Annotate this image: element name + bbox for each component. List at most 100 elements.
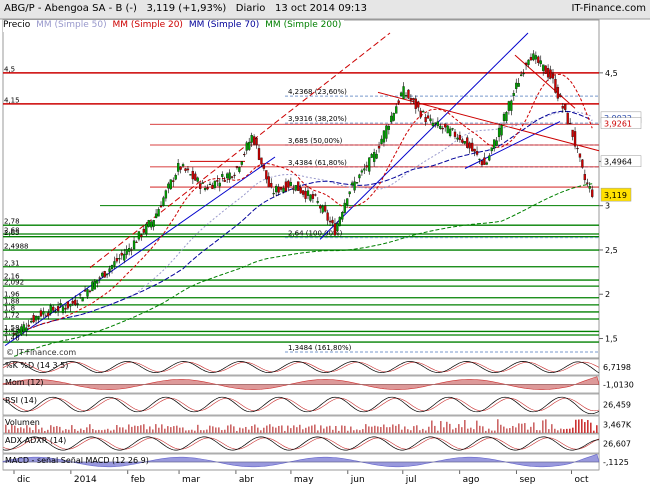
volume-bar (284, 430, 286, 433)
candle-body (419, 110, 422, 118)
volume-bar (395, 425, 397, 433)
candle-body (142, 228, 146, 233)
volume-bar (182, 427, 184, 433)
candle-body (348, 191, 351, 195)
candle-body (181, 164, 185, 167)
candle-body (507, 101, 511, 111)
x-tick-label: 2014 (74, 475, 97, 485)
candle-body (561, 106, 564, 109)
candle-body (490, 147, 493, 152)
volume-bar (455, 427, 457, 433)
candle-body (463, 141, 466, 144)
candle-body (140, 234, 143, 237)
candle-body (66, 301, 70, 309)
volume-bar (281, 425, 283, 433)
candle-body (436, 121, 440, 127)
volume-bar (356, 429, 358, 433)
support-level-label: 2,65 (4, 229, 20, 237)
volume-bar (158, 427, 160, 433)
candle-body (287, 180, 290, 188)
last-price-box (600, 187, 632, 202)
candle-body (346, 198, 349, 206)
volume-bar (86, 427, 88, 433)
chart-title: ABG/P - Abengoa SA - B (-) 3,119 (+1,93%… (4, 3, 368, 14)
candle-body (49, 305, 52, 314)
volume-bar (296, 427, 298, 433)
candle-body (448, 128, 452, 137)
candle-body (471, 142, 474, 152)
candle-body (81, 297, 84, 302)
volume-bar (143, 424, 145, 433)
volume-bar (239, 427, 241, 433)
candle-body (88, 290, 92, 292)
candle-body (515, 82, 518, 89)
level-value-label: 3,9261 (604, 120, 632, 129)
volume-bar (173, 426, 175, 433)
candle-body (571, 129, 574, 137)
volume-bar (167, 426, 169, 433)
volume-bar (443, 427, 445, 433)
candle-body (576, 147, 579, 150)
support-level-label: 2,092 (4, 279, 24, 287)
volume-bar (515, 427, 517, 433)
candle-body (213, 180, 217, 188)
volume-bar (503, 426, 505, 433)
candle-body (446, 125, 449, 134)
candle-body (338, 217, 342, 226)
volume-bar (185, 430, 187, 433)
candle-body (468, 142, 471, 149)
volume-bar (545, 419, 547, 433)
candle-body (331, 219, 334, 224)
candle-body (255, 137, 258, 146)
volume-bar (554, 428, 556, 433)
candle-body (328, 220, 332, 223)
candle-body (150, 221, 153, 228)
candle-body (265, 170, 268, 180)
volume-bar (170, 427, 172, 433)
candle-body (162, 197, 165, 206)
volume-bar (581, 419, 583, 433)
candle-body (485, 162, 489, 165)
candle-body (375, 153, 378, 159)
candle-body (309, 194, 312, 201)
candle-body (387, 125, 391, 130)
volume-bar (32, 430, 34, 433)
candle-body (86, 289, 89, 297)
volume-bar (329, 425, 331, 433)
candle-body (319, 205, 322, 209)
volume-bar (53, 426, 55, 433)
level-value-box (600, 155, 642, 167)
volume-bar (320, 425, 322, 433)
candle-body (500, 124, 503, 136)
candle-body (154, 213, 158, 218)
volume-bar (590, 422, 592, 433)
volume-bar (461, 427, 463, 433)
candle-body (537, 56, 540, 63)
volume-bar (323, 428, 325, 433)
candle-body (417, 101, 420, 108)
candle-body (395, 106, 398, 114)
volume-bar (374, 425, 376, 433)
candle-body (382, 130, 386, 143)
candle-body (544, 65, 547, 74)
candle-body (336, 223, 339, 232)
candle-body (299, 187, 302, 194)
candle-body (365, 165, 368, 168)
volume-bar (14, 425, 16, 433)
candle-body (137, 231, 141, 240)
candle-body (30, 321, 33, 323)
volume-bar (557, 430, 559, 433)
brand[interactable]: IT-Finance.com (571, 3, 646, 14)
candle-body (431, 122, 435, 127)
candle-body (167, 183, 170, 189)
legend-mm200: MM (Simple 200) (265, 20, 342, 30)
volume-bar (437, 430, 439, 433)
candle-body (586, 182, 589, 184)
candle-body (59, 303, 62, 305)
volume-bar (206, 429, 208, 433)
volume-bar (530, 426, 532, 433)
volume-bar (218, 427, 220, 433)
volume-bar (251, 426, 253, 433)
volume-bar (164, 428, 166, 433)
